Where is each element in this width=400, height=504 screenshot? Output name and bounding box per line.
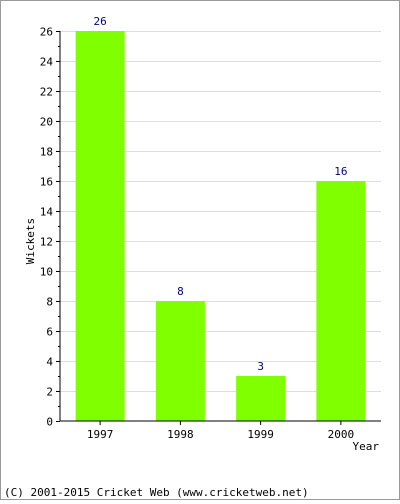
y-tick-label: 16 (40, 176, 53, 189)
bar-1998 (155, 301, 205, 421)
y-tick-label: 12 (40, 236, 53, 249)
y-tick-label: 18 (40, 146, 53, 159)
bar-1999 (236, 376, 286, 421)
copyright-footer: (C) 2001-2015 Cricket Web (www.cricketwe… (4, 486, 309, 499)
bar-2000 (316, 181, 366, 421)
axes (56, 31, 381, 425)
y-tick-label: 24 (40, 56, 54, 69)
y-tick-label: 10 (40, 266, 53, 279)
y-axis-title: Wickets (24, 218, 37, 264)
data-label-2000: 16 (334, 165, 347, 178)
x-tick-label-1998: 1998 (167, 428, 194, 441)
y-tick-label: 22 (40, 86, 53, 99)
labels: 0246810121416182022242626199781998319991… (40, 15, 354, 441)
y-tick-label: 2 (46, 386, 53, 399)
y-tick-label: 14 (40, 206, 54, 219)
data-label-1998: 8 (177, 285, 184, 298)
x-axis-title: Year (353, 440, 380, 453)
y-tick-label: 8 (46, 296, 53, 309)
y-tick-label: 0 (46, 416, 53, 429)
y-tick-label: 6 (46, 326, 53, 339)
bars (75, 31, 366, 421)
bar-1997 (75, 31, 125, 421)
y-tick-label: 20 (40, 116, 53, 129)
y-tick-label: 4 (46, 356, 53, 369)
x-tick-label-2000: 2000 (328, 428, 355, 441)
y-tick-label: 26 (40, 26, 53, 39)
data-label-1997: 26 (94, 15, 107, 28)
data-label-1999: 3 (257, 360, 264, 373)
x-tick-label-1997: 1997 (87, 428, 114, 441)
x-tick-label-1999: 1999 (247, 428, 274, 441)
